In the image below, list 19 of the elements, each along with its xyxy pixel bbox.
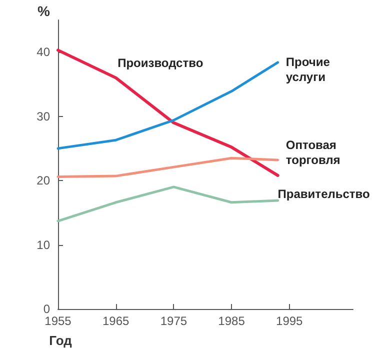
series-label: Оптовая торговля	[286, 138, 340, 167]
x-tick-label: 1995	[276, 314, 304, 328]
y-tick-label: 40	[36, 45, 50, 60]
x-tick-label: 1975	[160, 314, 188, 328]
y-tick-label: 30	[36, 109, 50, 124]
x-tick-label: 1985	[218, 314, 246, 328]
y-tick-label: 20	[36, 174, 50, 188]
line-series	[56, 186, 280, 222]
y-tick-label: 10	[36, 238, 50, 252]
series-label: Производство	[118, 56, 204, 70]
line-series	[56, 48, 280, 177]
y-axis-title: %	[38, 3, 51, 19]
x-axis-title: Год	[49, 333, 73, 348]
x-tick-label: 1965	[102, 314, 130, 328]
line-series	[56, 156, 280, 178]
y-tick-label: 0	[43, 302, 50, 316]
series-label: Правительство	[278, 187, 370, 202]
series-label: Прочие услуги	[286, 54, 330, 84]
x-tick-label: 1955	[44, 314, 72, 328]
